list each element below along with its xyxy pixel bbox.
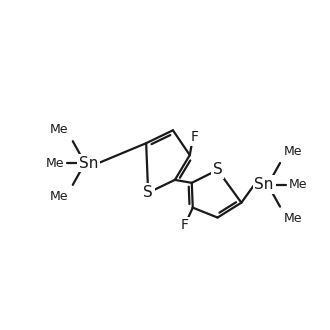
Text: Me: Me (49, 123, 68, 136)
Text: Me: Me (284, 212, 303, 225)
Text: Sn: Sn (79, 155, 98, 171)
Text: Sn: Sn (254, 177, 274, 192)
Text: F: F (181, 218, 189, 233)
Text: Me: Me (284, 145, 303, 158)
Text: F: F (191, 130, 199, 144)
Text: Me: Me (49, 190, 68, 203)
Text: S: S (143, 185, 153, 200)
Text: Me: Me (45, 156, 64, 170)
Text: S: S (213, 162, 222, 178)
Text: Me: Me (289, 178, 308, 191)
